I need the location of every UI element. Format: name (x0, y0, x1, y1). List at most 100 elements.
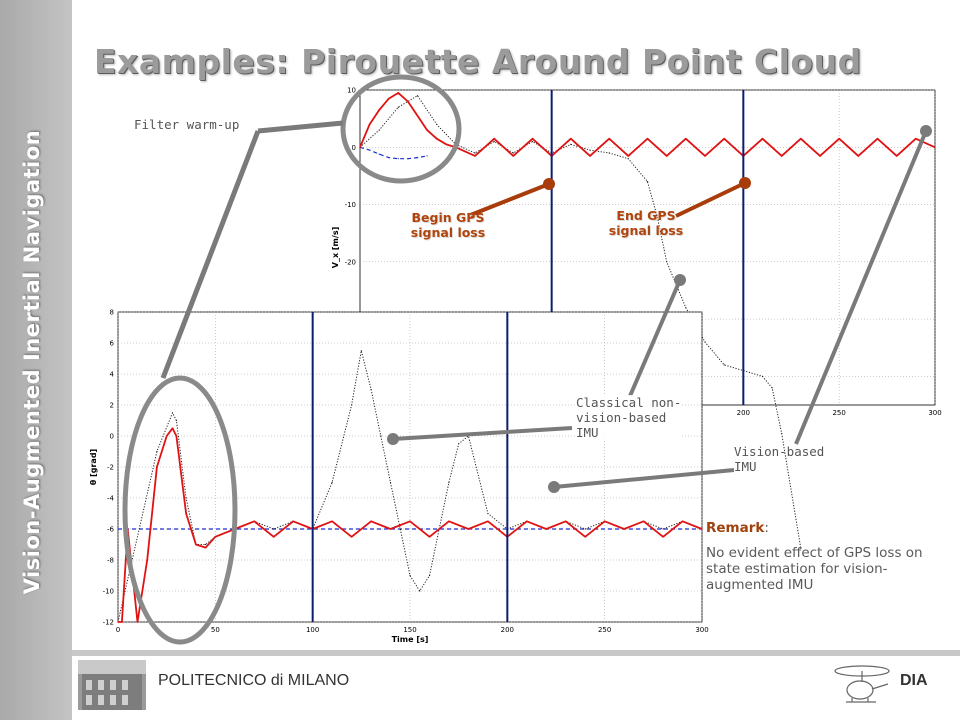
vision-imu-series-point (253, 520, 255, 522)
classical-imu-series-point (351, 404, 353, 406)
y-tick-label: 0 (110, 433, 114, 441)
reference-series-point (397, 158, 399, 160)
vision-imu-series-point (273, 536, 275, 538)
classical-imu-series-point (397, 106, 399, 108)
classical-imu-series-point (175, 419, 177, 422)
vision-imu-series-point (474, 155, 476, 157)
vision-imu-series-point (608, 138, 610, 140)
classical-imu-series-point (487, 512, 489, 515)
vision-imu-series-point (584, 536, 586, 538)
reference-series-point (426, 155, 428, 157)
vision-imu-series-point (467, 528, 469, 530)
vision-imu-series-point (761, 138, 764, 140)
vision-imu-series-point (136, 621, 139, 623)
vision-imu-series-point (526, 520, 528, 522)
remark-body: No evident effect of GPS loss on state e… (706, 545, 923, 593)
classical-imu-series-point (771, 387, 773, 389)
remark-box: Remark: No evident effect of GPS loss on… (706, 520, 956, 593)
y-tick-label: -12 (103, 619, 114, 627)
vision-imu-series-point (800, 138, 802, 140)
y-axis-label: V_x [m/s] (331, 227, 340, 268)
classical-imu-series-point (704, 341, 706, 343)
x-tick-label: 50 (211, 626, 220, 634)
vision-imu-series-point (214, 536, 216, 538)
classical-imu-series-point (589, 149, 591, 151)
footer-department: DIA (900, 672, 928, 689)
classical-imu-series-point (467, 435, 469, 437)
vision-imu-series-point (455, 146, 457, 148)
classical-imu-series-point (474, 152, 476, 154)
vision-line1: Vision-based (734, 444, 825, 459)
x-tick-label: 250 (598, 626, 611, 634)
y-tick-label: 8 (110, 309, 114, 317)
y-tick-label: -10 (103, 588, 114, 596)
helicopter-logo-icon (834, 665, 890, 703)
classical-imu-series-point (781, 433, 783, 435)
end-gps-line2: signal loss (608, 223, 684, 238)
vision-imu-series-point (876, 138, 879, 140)
vision-imu-series-point (643, 520, 645, 522)
vision-imu-series-point (369, 123, 371, 125)
vision-imu-series-point (156, 466, 158, 468)
classical-imu-series-point (584, 528, 586, 530)
classical-imu-series-point (493, 140, 495, 143)
classical-label: Classical non- vision-based IMU (576, 395, 682, 440)
reference-series-point (388, 157, 390, 159)
y-tick-label: -6 (107, 526, 115, 534)
vision-imu-series-point (915, 138, 917, 140)
classical-imu-series-point (378, 129, 380, 131)
classical-imu-series-point (761, 375, 764, 377)
classical-imu-series-point (627, 158, 629, 160)
vision-imu-series-point (646, 138, 649, 140)
vision-imu-series-point (681, 520, 684, 522)
classical-line2: vision-based (576, 410, 667, 425)
classical-imu-series-point (370, 388, 372, 391)
vision-imu-series-point (487, 520, 489, 522)
x-axis-label: Time [s] (392, 635, 429, 644)
classical-imu-series-point (458, 443, 460, 445)
vision-imu-series-point (531, 138, 534, 140)
vision-imu-series-point (378, 109, 380, 111)
vision-imu-series-point (292, 520, 294, 522)
vision-imu-series-point (389, 528, 392, 530)
begin-gps-label: Begin GPS signal loss (392, 210, 504, 240)
y-tick-label: 6 (110, 340, 115, 348)
vision-imu-series-point (934, 146, 936, 148)
x-tick-label: 200 (501, 626, 514, 634)
reference-series-point (407, 158, 409, 160)
vision-imu-series-point (701, 528, 703, 530)
vision-imu-series-point (723, 138, 725, 140)
begin-gps-line1: Begin GPS (411, 210, 485, 225)
vision-imu-series-point (388, 98, 390, 100)
classical-imu-series-point (409, 574, 411, 577)
x-tick-label: 150 (403, 626, 416, 634)
classical-imu-series-point (360, 350, 362, 352)
remark-heading: Remark (706, 520, 765, 536)
end-gps-label: End GPS signal loss (590, 208, 702, 238)
vision-imu-series-point (127, 528, 129, 530)
vision-imu-series-point (205, 547, 207, 549)
vision-imu-series-point (407, 100, 409, 103)
sidebar: Vision-Augmented Inertial Navigation (0, 0, 72, 720)
vision-imu-series-point (121, 621, 123, 623)
reference-series-point (369, 149, 371, 151)
vision-imu-series-point (175, 435, 177, 437)
vision-imu-series-point (351, 536, 353, 538)
y-tick-label: 2 (110, 402, 114, 410)
vision-imu-series-point (819, 155, 821, 157)
classical-imu-series-point (419, 590, 421, 592)
y-tick-label: 10 (347, 87, 356, 95)
vision-imu-series-point (359, 146, 361, 148)
classical-line1: Classical non- (576, 395, 682, 410)
vision-imu-series-point (370, 520, 372, 522)
vision-imu-series-point (570, 138, 572, 140)
classical-imu-series-point (331, 481, 333, 484)
classical-imu-series-point (455, 143, 457, 145)
classical-imu-series-point (512, 152, 514, 154)
vision-imu-series-point (426, 129, 428, 131)
vision-imu-series-point (445, 143, 447, 145)
vision-imu-series-point (185, 512, 187, 515)
vision-imu-series-point (331, 520, 333, 522)
reference-series-point (378, 153, 380, 155)
